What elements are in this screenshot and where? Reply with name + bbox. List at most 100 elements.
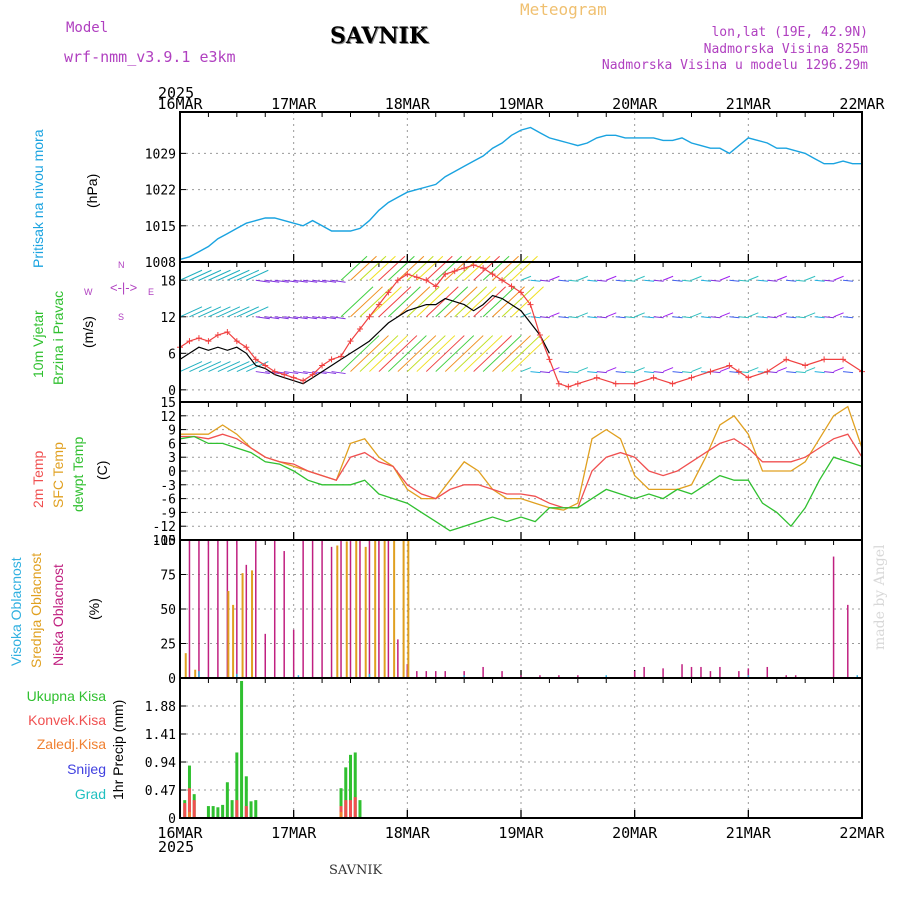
- y-tick-label: 12: [160, 410, 176, 425]
- wind-barb: [776, 275, 787, 281]
- wind-gust-marker: [735, 368, 742, 375]
- wind-barb: [738, 316, 749, 319]
- precip-total-bar: [353, 752, 357, 818]
- wind-barb: [265, 316, 280, 320]
- wind-barb: [312, 279, 327, 283]
- data-marks: [177, 126, 865, 818]
- wind-gust-marker: [650, 374, 657, 381]
- wind-gust-marker: [707, 368, 714, 375]
- sfc-title: SFC Temp: [50, 442, 66, 508]
- dewpt-temp-line: [179, 435, 863, 532]
- wind-barb: [634, 275, 645, 281]
- wind-barb: [397, 286, 431, 318]
- wind-gust-marker: [470, 262, 477, 269]
- x-tick-label-bottom: 22MAR: [839, 824, 885, 842]
- wind-barb: [217, 361, 241, 373]
- wind-barb: [482, 335, 522, 372]
- wind-barb: [795, 371, 806, 374]
- y-tick-label: 6: [168, 437, 176, 452]
- compass-e: E: [148, 287, 155, 297]
- wind-barb: [303, 316, 318, 320]
- wind-barb: [587, 371, 598, 374]
- precip-total-bar: [221, 804, 225, 818]
- wind-gust-marker: [745, 374, 752, 381]
- wind-barb: [662, 275, 674, 281]
- legend-total-rain: Ukupna Kisa: [26, 688, 106, 704]
- y-tick-label: 6: [168, 347, 176, 362]
- wind-barb: [738, 279, 749, 282]
- wind-gust-marker: [385, 289, 392, 296]
- wind-barb: [587, 279, 598, 282]
- legend-conv-rain: Konvek.Kisa: [28, 712, 106, 728]
- wind-barb: [454, 335, 494, 372]
- wind-gust-marker: [300, 377, 307, 384]
- wind-barb: [691, 367, 702, 373]
- precip-conv-bar: [192, 800, 196, 818]
- wind-barb: [388, 335, 427, 372]
- wind-gust-marker: [764, 368, 771, 375]
- wind-gust-marker: [309, 371, 316, 378]
- wind-barb: [606, 367, 617, 373]
- wind-barb: [265, 279, 280, 283]
- wind-gust-marker: [499, 277, 506, 284]
- wind-barb: [786, 316, 797, 319]
- wind-barb: [198, 306, 222, 318]
- wind-gust-marker: [375, 301, 382, 308]
- wind-barb: [681, 371, 693, 374]
- footer-station: SAVNIK: [329, 863, 383, 878]
- wind-barb: [804, 367, 816, 373]
- wind-barb: [312, 316, 327, 320]
- y-tick-label: 25: [160, 638, 176, 653]
- wind-gust-marker: [726, 362, 733, 369]
- year-bottom: 2025: [158, 838, 195, 856]
- precip-total-bar: [358, 800, 362, 818]
- wind-barb: [444, 255, 472, 281]
- precip-conv-bar: [187, 788, 191, 818]
- wind-barb: [340, 286, 374, 318]
- wind-title-2: Brzina i Pravac: [50, 290, 66, 385]
- wind-barb: [729, 371, 740, 374]
- wind-barb: [454, 286, 488, 318]
- wind-barb: [700, 279, 712, 282]
- wind-barb: [217, 269, 241, 281]
- wind-barb: [227, 306, 250, 318]
- precip-total-bar: [249, 801, 253, 818]
- wind-gust-marker: [783, 356, 790, 363]
- legend-hail: Grad: [74, 786, 106, 802]
- wind-barb: [672, 316, 683, 319]
- y-tick-label: 50: [160, 603, 176, 618]
- y-tick-label: -6: [160, 493, 176, 508]
- wind-barb: [444, 335, 484, 372]
- year-top: 2025: [158, 84, 195, 102]
- y-tick-label: 18: [160, 274, 176, 289]
- y-tick-label: -9: [160, 506, 176, 521]
- wind-barb: [435, 286, 469, 318]
- wind-barb: [615, 279, 626, 282]
- wind-barb: [406, 286, 440, 318]
- y-tick-label: 15: [160, 396, 176, 411]
- wind-barb: [293, 316, 308, 320]
- wind-barb: [227, 361, 250, 373]
- tick-labels: 16MAR 16MAR 17MAR 17MAR 18MAR 18MAR 19MAR 19MAR…: [145, 95, 886, 842]
- x-tick-label-top: 19MAR: [498, 95, 544, 113]
- wind-barb: [435, 335, 475, 372]
- wind-barb: [378, 286, 412, 318]
- wind-gust-marker: [536, 332, 543, 339]
- wind-barb: [255, 371, 270, 375]
- x-tick-label-top: 17MAR: [271, 95, 317, 113]
- wind-barb: [644, 316, 655, 319]
- wind-barb: [691, 275, 702, 281]
- wind-barb: [331, 279, 346, 283]
- wind-barb: [596, 316, 607, 319]
- wind-gust-marker: [432, 283, 439, 290]
- wind-gust-marker: [593, 374, 600, 381]
- compass-rose: N W E S <-|->: [82, 260, 162, 324]
- wind-gust-marker: [669, 380, 676, 387]
- wind-gust-marker: [243, 344, 250, 351]
- precip-total-bar: [339, 788, 343, 818]
- wind-barb: [757, 316, 768, 319]
- wind-barb: [397, 335, 437, 372]
- wind-gust-marker: [574, 380, 581, 387]
- wind-barb: [596, 371, 607, 374]
- precip-frz-bar: [339, 812, 343, 818]
